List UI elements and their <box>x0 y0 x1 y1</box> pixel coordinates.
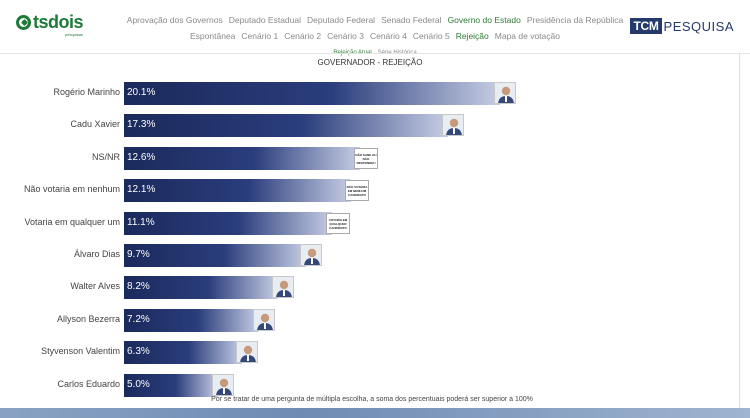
category-label: Walter Alves <box>70 281 120 291</box>
candidate-photo <box>236 341 258 363</box>
bar-row: Styvenson Valentim 6.3% <box>0 341 740 365</box>
tcm-pesquisa-logo[interactable]: TCM PESQUISA <box>630 18 734 34</box>
bar-row: NS/NR 12.6% NÃO SABE OU NÃO RESPONDEU <box>0 147 740 171</box>
person-icon <box>254 310 274 330</box>
primary-nav: Aprovação dos Governos Deputado Estadual D… <box>0 10 750 28</box>
value-label: 6.3% <box>127 346 150 357</box>
bar-walter-alves[interactable]: 8.2% <box>124 276 278 299</box>
subnav-item-cenario-2[interactable]: Cenário 2 <box>284 31 322 41</box>
person-icon <box>273 277 293 297</box>
category-label: Carlos Eduardo <box>57 379 120 389</box>
person-icon <box>237 342 257 362</box>
candidate-photo <box>494 82 516 104</box>
value-label: 7.2% <box>127 314 150 325</box>
category-label: Cadu Xavier <box>70 119 120 129</box>
bar-row: Rogério Marinho 20.1% <box>0 82 740 106</box>
bar-row: Votaria em qualquer um 11.1% VOTARIA EM QU… <box>0 212 740 236</box>
bar-row: Álvaro Dias 9.7% <box>0 244 740 268</box>
secondary-nav: Espontânea Cenário 1 Cenário 2 Cenário 3 Cen… <box>0 26 750 44</box>
bottom-strip <box>0 408 750 418</box>
person-icon <box>301 245 321 265</box>
bar-row: Não votaria em nenhum 12.1% NÃO VOTARIA EM… <box>0 179 740 203</box>
category-label: Allyson Bezerra <box>56 314 120 324</box>
value-label: 20.1% <box>127 87 156 98</box>
bar-alvaro-dias[interactable]: 9.7% <box>124 244 306 267</box>
nav-item-presidencia-da-republica[interactable]: Presidência da República <box>526 15 624 25</box>
candidate-photo <box>272 276 294 298</box>
person-icon <box>495 83 515 103</box>
nav-item-deputado-federal[interactable]: Deputado Federal <box>307 15 376 25</box>
subnav-item-rejeicao[interactable]: Rejeição <box>455 31 489 41</box>
chart-panel <box>0 54 740 408</box>
candidate-photo <box>212 374 234 396</box>
bar-nao-votaria-em-nenhum[interactable]: 12.1% <box>124 179 351 202</box>
value-label: 8.2% <box>127 281 150 292</box>
bar-row: Allyson Bezerra 7.2% <box>0 309 740 333</box>
category-label: Álvaro Dias <box>73 249 120 259</box>
bar-row: Cadu Xavier 17.3% <box>0 114 740 138</box>
category-label: NS/NR <box>91 152 120 162</box>
bar-row: Walter Alves 8.2% <box>0 276 740 300</box>
chart-footnote: Por se tratar de uma pergunta de múltipl… <box>211 396 533 403</box>
bar-cadu-xavier[interactable]: 17.3% <box>124 114 448 137</box>
subnav-item-cenario-5[interactable]: Cenário 5 <box>412 31 450 41</box>
value-label: 9.7% <box>127 249 150 260</box>
category-label: Rogério Marinho <box>53 87 120 97</box>
category-label: Não votaria em nenhum <box>23 184 120 194</box>
bar-votaria-em-qualquer-um[interactable]: 11.1% <box>124 212 332 235</box>
tcm-mark: TCM <box>630 18 662 34</box>
subnav-item-espontanea[interactable]: Espontânea <box>190 31 236 41</box>
person-icon <box>213 375 233 395</box>
pesquisa-word: PESQUISA <box>663 18 734 34</box>
nav-item-senado-federal[interactable]: Senado Federal <box>381 15 442 25</box>
category-label: Votaria em qualquer um <box>24 217 120 227</box>
nav-item-aprovacao-dos-governos[interactable]: Aprovação dos Governos <box>126 15 223 25</box>
subnav-item-cenario-3[interactable]: Cenário 3 <box>327 31 364 41</box>
bar-allyson-bezerra[interactable]: 7.2% <box>124 309 259 332</box>
bar-rogerio-marinho[interactable]: 20.1% <box>124 82 500 105</box>
tsdois-logo[interactable]: tsdois pesquisas <box>16 12 84 40</box>
chart-title: GOVERNADOR - REJEIÇÃO <box>317 58 423 67</box>
answer-tag: NÃO SABE OU NÃO RESPONDEU <box>354 148 378 169</box>
nav-item-deputado-estadual[interactable]: Deputado Estadual <box>228 15 302 25</box>
logo-tagline: pesquisas <box>65 32 84 37</box>
subnav-item-cenario-4[interactable]: Cenário 4 <box>369 31 407 41</box>
candidate-photo <box>253 309 275 331</box>
value-label: 11.1% <box>127 217 155 228</box>
answer-tag: NÃO VOTARIA EM NENHUM CANDIDATO <box>345 180 369 201</box>
value-label: 17.3% <box>127 119 156 130</box>
bar-row: Carlos Eduardo 5.0% <box>0 374 740 398</box>
bar-ns-nr[interactable]: 12.6% <box>124 147 360 170</box>
bar-carlos-eduardo[interactable]: 5.0% <box>124 374 218 397</box>
category-label: Styvenson Valentim <box>41 346 120 356</box>
value-label: 12.1% <box>127 184 156 195</box>
person-icon <box>443 115 463 135</box>
value-label: 5.0% <box>127 379 150 390</box>
header-divider <box>0 53 750 54</box>
value-label: 12.6% <box>127 152 156 163</box>
subnav-item-cenario-1[interactable]: Cenário 1 <box>241 31 279 41</box>
answer-tag: VOTARIA EM QUALQUER CANDIDATO <box>326 213 350 234</box>
logo-wordmark: tsdois <box>33 12 84 32</box>
tsdois-logo-icon <box>16 15 31 30</box>
candidate-photo <box>442 114 464 136</box>
nav-item-governo-do-estado[interactable]: Governo do Estado <box>447 15 521 25</box>
subnav-item-mapa-de-votacao[interactable]: Mapa de votação <box>494 31 560 41</box>
candidate-photo <box>300 244 322 266</box>
bar-styvenson-valentim[interactable]: 6.3% <box>124 341 242 364</box>
